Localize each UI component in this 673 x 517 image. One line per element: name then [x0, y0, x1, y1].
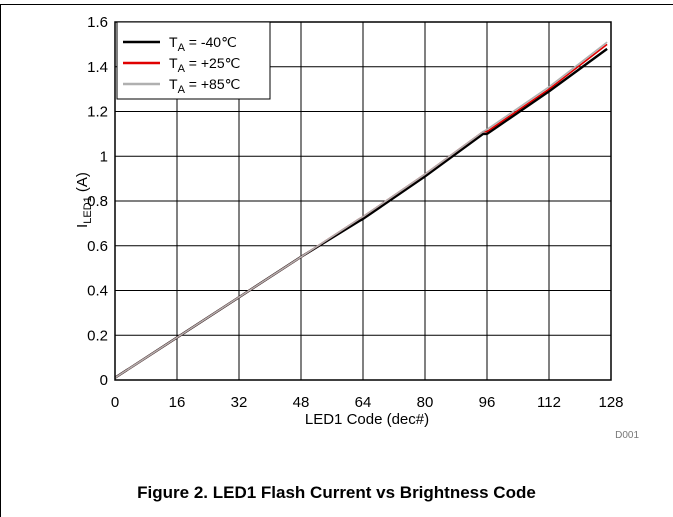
- y-tick-label: 0: [100, 372, 108, 389]
- x-tick-labels: 0 16 32 48 64 80 96 112 128: [111, 394, 624, 411]
- frame-top-border: [0, 4, 673, 5]
- legend-entry-prefix: T: [169, 34, 178, 50]
- legend-entry-prefix: T: [169, 76, 178, 92]
- series-line: [114, 41, 608, 379]
- x-tick-label: 80: [417, 394, 434, 411]
- legend-entry: TA = -40℃: [169, 34, 237, 54]
- x-tick-label: 32: [231, 394, 248, 411]
- x-axis-label: LED1 Code (dec#): [305, 411, 429, 428]
- x-tick-label: 128: [598, 394, 623, 411]
- legend-entry-sub: A: [178, 42, 186, 54]
- figure-caption: Figure 2. LED1 Flash Current vs Brightne…: [137, 483, 536, 502]
- series-layer: [114, 41, 608, 379]
- y-axis-label-main: I: [74, 224, 91, 228]
- legend: TA = -40℃TA = +25℃TA = +85℃: [116, 21, 271, 100]
- y-tick-label: 1: [100, 148, 108, 165]
- y-tick-label: 1.2: [87, 104, 108, 121]
- x-tick-label: 48: [293, 394, 310, 411]
- legend-entry-sub: A: [178, 84, 186, 96]
- legend-entry: TA = +85℃: [169, 76, 240, 96]
- legend-entry-suffix: = +85℃: [185, 76, 240, 92]
- legend-box: [116, 21, 271, 100]
- x-tick-label: 112: [537, 394, 561, 411]
- y-axis-label-sub: LED1: [82, 196, 94, 224]
- x-tick-label: 0: [111, 394, 119, 411]
- chart: 0 16 32 48 64 80 96 112 128 0 0.2 0.4 0.6 0.8 1 1.2 1.4…: [74, 14, 639, 441]
- legend-entry-suffix: = -40℃: [185, 34, 237, 50]
- y-tick-label: 0.6: [87, 238, 108, 255]
- x-tick-label: 16: [169, 394, 186, 411]
- legend-entry-sub: A: [178, 63, 186, 75]
- y-tick-label: 0.4: [87, 283, 108, 300]
- legend-entry: TA = +25℃: [169, 55, 240, 75]
- figure-id: D001: [615, 430, 639, 441]
- legend-entry-suffix: = +25℃: [185, 55, 240, 71]
- y-tick-label: 1.6: [87, 14, 108, 31]
- frame-left-border: [0, 4, 1, 517]
- x-tick-label: 64: [355, 394, 372, 411]
- y-tick-label: 0.8: [87, 193, 108, 210]
- x-tick-label: 96: [479, 394, 496, 411]
- y-axis-label-unit: (A): [74, 172, 91, 196]
- y-tick-label: 1.4: [87, 59, 108, 76]
- y-axis-label: ILED1 (A): [74, 172, 94, 228]
- plot-frame: [114, 21, 612, 381]
- y-tick-label: 0.2: [87, 327, 108, 344]
- legend-entry-prefix: T: [169, 55, 178, 71]
- y-tick-labels: 0 0.2 0.4 0.6 0.8 1 1.2 1.4 1.6: [87, 14, 108, 389]
